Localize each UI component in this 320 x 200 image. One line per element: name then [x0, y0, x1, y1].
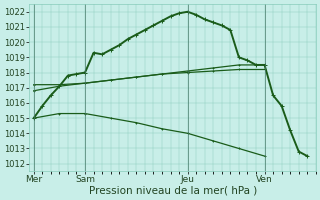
X-axis label: Pression niveau de la mer( hPa ): Pression niveau de la mer( hPa ): [89, 186, 257, 196]
